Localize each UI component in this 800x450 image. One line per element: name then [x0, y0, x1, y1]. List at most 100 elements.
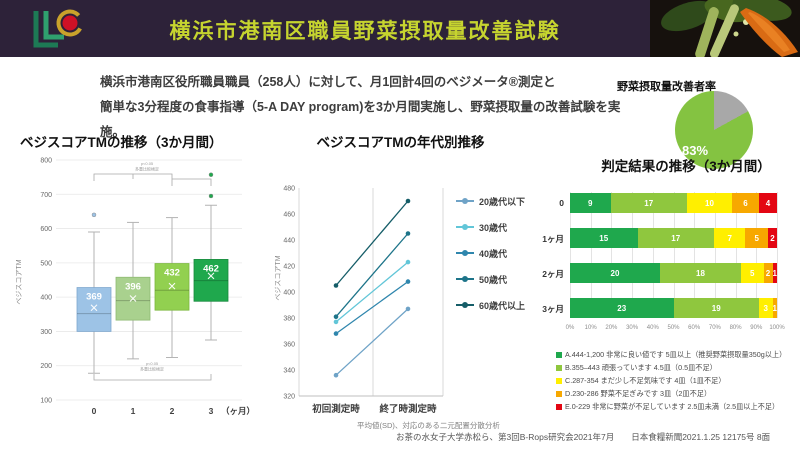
bar-value-label: 5: [750, 268, 755, 278]
gridline: [694, 192, 696, 318]
gridline: [756, 192, 758, 318]
gridline: [632, 192, 634, 318]
bar-row: 9 17 10 6 4: [570, 193, 777, 213]
legend-label: 20歳代以下: [479, 196, 526, 207]
gridline: [611, 192, 613, 318]
legend-label: 40歳代: [479, 248, 508, 259]
legend-swatch: [556, 351, 562, 358]
gridline: [570, 192, 571, 318]
trend-line: [335, 233, 409, 318]
judgement-chart-title: 判定結果の推移（3か月間）: [601, 159, 771, 174]
legend-label: 60歳代以上: [479, 300, 526, 311]
bar-value-label: 15: [599, 233, 609, 243]
x-tick-label: 1: [131, 406, 136, 416]
legend-item: 60歳代以上: [456, 292, 525, 318]
gridline: [673, 192, 675, 318]
legend-marker: [456, 198, 474, 204]
significance-bracket: [93, 374, 212, 381]
y-tick-label: 480: [283, 186, 295, 193]
data-point: [333, 283, 339, 288]
study-description: 横浜市港南区役所職員職員（258人）に対して、月1回計4回のベジメータ®測定と …: [100, 70, 645, 145]
legend-label: B.355–443 頑張っています 4.5皿（0.5皿不足）: [565, 362, 717, 372]
annotation: 多重比較検定: [140, 366, 164, 372]
x-tick-label: 60%: [688, 325, 701, 331]
bar-value-label: 4: [765, 198, 771, 208]
data-point: [405, 279, 411, 284]
bar-value-label: 20: [610, 268, 620, 278]
bar-segment: 17: [637, 228, 714, 248]
statistics-note: 平均値(SD)、対応のある二元配置分散分析: [357, 421, 500, 430]
legend-swatch: [556, 364, 562, 371]
data-point: [405, 306, 411, 312]
y-tick-label: 440: [283, 238, 295, 245]
outlier-point: [91, 212, 97, 218]
y-tick-label: 380: [283, 316, 295, 323]
bar-value-label: 17: [644, 198, 654, 208]
legend-item: 30歳代: [456, 214, 525, 240]
legend-item: D.230-286 野菜不足ぎみです 3皿（2皿不足）: [556, 388, 786, 401]
mean-label: 396: [125, 281, 141, 292]
data-point: [405, 198, 411, 204]
legend-item: B.355–443 頑張っています 4.5皿（0.5皿不足）: [556, 361, 786, 374]
y-tick-label: 400: [283, 290, 295, 297]
trend-line: [335, 281, 409, 335]
y-tick-label: 800: [40, 158, 52, 165]
x-tick-label: 20%: [605, 325, 618, 331]
annotation: p<0.05: [141, 161, 154, 166]
bar-value-label: 1: [772, 303, 777, 313]
legend-label: E.0-229 非常に野菜が不足しています 2.5皿未満（2.5皿以上不足）: [565, 402, 780, 412]
gridline: [590, 192, 592, 318]
legend-item: A.444-1,200 非常に良い値です 5皿以上（推奨野菜摂取量350g以上）: [556, 348, 786, 361]
legend-marker: [456, 276, 474, 282]
legend-item: E.0-229 非常に野菜が不足しています 2.5皿未満（2.5皿以上不足）: [556, 401, 786, 414]
linechart-legend: 20歳代以下 30歳代 40歳代 50歳代 60歳代以上: [456, 188, 525, 318]
mean-label: 462: [203, 263, 219, 274]
bar-value-label: 3: [763, 303, 768, 313]
pie-percentage-label: 83%: [682, 143, 709, 158]
legend-marker: [456, 250, 474, 256]
judgement-legend: A.444-1,200 非常に良い値です 5皿以上（推奨野菜摂取量350g以上）…: [556, 348, 786, 414]
y-tick-label: 340: [283, 368, 295, 375]
y-tick-label: 420: [283, 264, 295, 271]
bar-value-label: 2: [765, 268, 771, 278]
judgement-stacked-bar-chart: 0% 10% 20% 30% 40% 50% 60% 70% 80% 90% 100% 9 17 10 6 4…: [542, 192, 785, 331]
gridline: [735, 192, 737, 318]
bar-segment: 6: [731, 193, 759, 213]
bar-segment: 5: [745, 228, 768, 248]
legend-label: D.230-286 野菜不足ぎみです 3皿（2皿不足）: [565, 389, 712, 399]
significance-bracket: [93, 173, 212, 186]
x-tick-label: 2: [170, 406, 175, 416]
vegetables-photo: [650, 0, 800, 57]
gridline: [714, 192, 716, 318]
bar-row: 20 18 5 2 1: [570, 263, 777, 283]
gridline: [652, 192, 654, 318]
mean-marker: [129, 295, 137, 302]
annotation: p<0.05: [146, 361, 159, 366]
y-tick-label: 500: [40, 260, 52, 267]
mean-marker: [90, 304, 98, 312]
legend-label: 30歳代: [479, 222, 508, 233]
bar-category-label: 2ヶ月: [542, 269, 564, 279]
gridline: [777, 192, 778, 318]
y-tick-label: 600: [40, 226, 52, 233]
whiskers: [127, 221, 139, 360]
x-tick-label: 10%: [584, 325, 597, 331]
bar-segment: 20: [570, 263, 660, 283]
outlier-point: [208, 172, 214, 177]
legend-swatch: [556, 391, 562, 398]
x-tick-label: 40%: [646, 325, 659, 331]
y-tick-label: 100: [40, 398, 52, 405]
mean-marker: [207, 272, 215, 280]
bar-value-label: 18: [696, 268, 705, 278]
company-logo-icon: [33, 9, 84, 48]
legend-item: 40歳代: [456, 240, 525, 266]
bar-segment: 3: [759, 298, 773, 318]
data-point: [405, 259, 411, 265]
x-tick-label: 90%: [750, 325, 763, 331]
y-tick-label: 200: [40, 363, 52, 370]
trend-line: [335, 261, 409, 323]
bar-row: 15 17 7 5 2: [570, 228, 777, 248]
y-tick-label: 300: [40, 329, 52, 336]
x-tick-label: 70%: [708, 325, 721, 331]
